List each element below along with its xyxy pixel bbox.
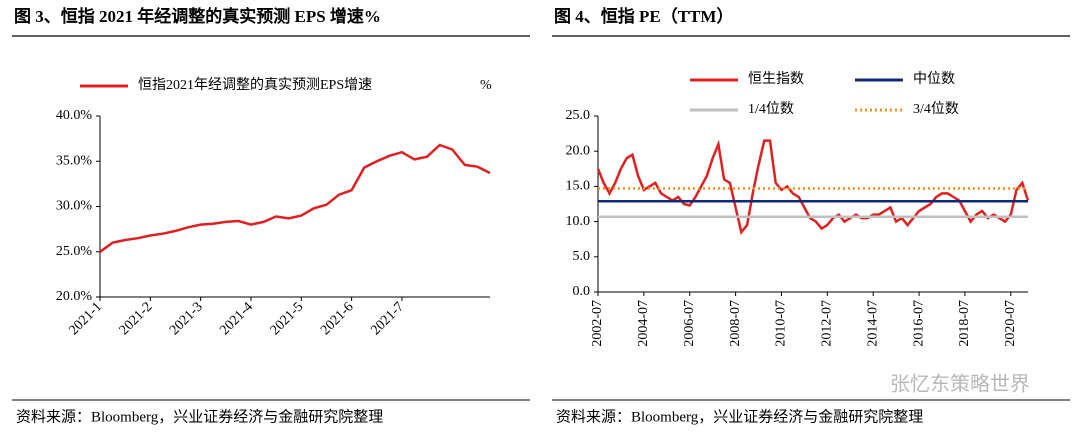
x-tick-label: 2006-07 [682,300,697,347]
x-tick-label: 2018-07 [957,300,972,347]
x-tick-label: 2021-3 [167,299,206,338]
series-line [596,139,1030,235]
y-tick-label: 30.0% [56,199,93,214]
source: 资料来源：Bloomberg，兴业证券经济与金融研究院整理 [16,407,383,425]
watermark: 张忆东策略世界 [890,373,1030,396]
y-tick-label: 25.0% [56,244,93,259]
x-tick-label: 2020-07 [1003,300,1018,347]
y-tick-label: 5.0 [573,249,591,264]
x-tick-label: 2002-07 [590,300,605,347]
x-tick-label: 2010-07 [774,300,789,347]
y-tick-label: 25.0 [566,108,591,123]
y-tick-label: 35.0% [56,153,93,168]
x-tick-label: 2004-07 [636,300,651,347]
legend-label: 恒生指数 [748,71,804,87]
x-tick-label: 2012-07 [820,300,835,347]
legend-label: 3/4位数 [913,101,959,117]
chart-title: 图 3、恒指 2021 年经调整的真实预测 EPS 增速% [14,6,381,26]
x-tick-label: 2021-7 [368,299,407,338]
x-tick-label: 2008-07 [728,300,743,347]
y-tick-label: 15.0 [566,179,591,194]
x-tick-label: 2021-2 [117,299,156,338]
x-tick-label: 2021-1 [66,299,105,338]
y-tick-label: 0.0 [573,284,591,299]
legend-label: 1/4位数 [748,101,794,117]
y-tick-label: 40.0% [56,108,93,123]
legend-label: 中位数 [913,71,955,87]
y-tick-label: 20.0 [566,143,591,158]
y-tick-label: 10.0 [566,214,591,229]
x-tick-label: 2014-07 [865,300,880,347]
source: 资料来源：Bloomberg，兴业证券经济与金融研究院整理 [556,407,923,425]
x-tick-label: 2021-4 [217,299,256,338]
x-tick-label: 2021-5 [268,299,307,338]
y-tick-label: 20.0% [56,289,93,304]
chart-title: 图 4、恒指 PE（TTM） [554,6,733,26]
x-tick-label: 2021-6 [318,299,357,338]
legend-label: 恒指2021年经调整的真实预测EPS增速 [138,77,372,93]
series-line [99,143,491,253]
legend-unit: % [480,78,492,93]
x-tick-label: 2016-07 [911,300,926,347]
